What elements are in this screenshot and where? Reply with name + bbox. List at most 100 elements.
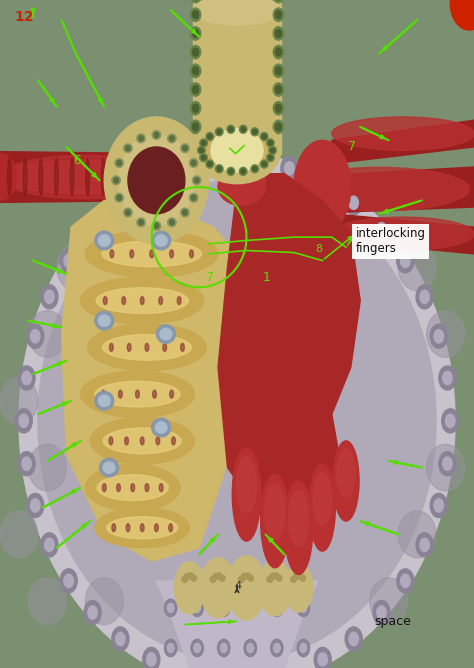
Ellipse shape xyxy=(215,165,223,173)
Ellipse shape xyxy=(201,155,206,160)
Ellipse shape xyxy=(112,524,116,532)
Ellipse shape xyxy=(218,169,265,206)
Ellipse shape xyxy=(128,147,185,214)
Ellipse shape xyxy=(137,218,145,226)
Ellipse shape xyxy=(38,180,436,661)
Ellipse shape xyxy=(172,437,175,445)
Ellipse shape xyxy=(95,391,114,410)
Ellipse shape xyxy=(168,218,176,226)
Ellipse shape xyxy=(70,159,74,196)
Circle shape xyxy=(273,603,280,613)
Ellipse shape xyxy=(273,64,283,77)
Ellipse shape xyxy=(241,169,246,174)
Circle shape xyxy=(443,457,452,470)
Ellipse shape xyxy=(241,573,247,579)
Ellipse shape xyxy=(251,165,258,173)
Ellipse shape xyxy=(204,132,270,169)
Ellipse shape xyxy=(99,395,110,406)
Ellipse shape xyxy=(193,117,281,184)
Circle shape xyxy=(45,290,54,303)
Ellipse shape xyxy=(0,156,171,199)
Circle shape xyxy=(143,170,160,194)
Ellipse shape xyxy=(112,176,120,185)
Ellipse shape xyxy=(289,168,469,211)
Ellipse shape xyxy=(95,381,180,407)
Circle shape xyxy=(349,632,358,645)
Ellipse shape xyxy=(101,159,105,196)
Ellipse shape xyxy=(266,139,274,147)
Polygon shape xyxy=(218,160,265,187)
Ellipse shape xyxy=(239,125,247,133)
Ellipse shape xyxy=(273,8,283,21)
Ellipse shape xyxy=(97,475,168,500)
Ellipse shape xyxy=(262,134,266,139)
Circle shape xyxy=(41,533,58,557)
Ellipse shape xyxy=(85,230,218,277)
Circle shape xyxy=(373,217,390,241)
Ellipse shape xyxy=(103,297,107,305)
Ellipse shape xyxy=(181,343,184,351)
Circle shape xyxy=(84,217,101,241)
Ellipse shape xyxy=(190,0,201,3)
Ellipse shape xyxy=(208,162,212,166)
Ellipse shape xyxy=(239,168,247,176)
Ellipse shape xyxy=(0,160,171,194)
Ellipse shape xyxy=(99,315,110,327)
Ellipse shape xyxy=(125,437,128,445)
Ellipse shape xyxy=(131,484,135,492)
Ellipse shape xyxy=(110,250,114,258)
Ellipse shape xyxy=(102,335,191,360)
Ellipse shape xyxy=(182,576,187,582)
Ellipse shape xyxy=(103,462,115,474)
Ellipse shape xyxy=(117,159,121,196)
Ellipse shape xyxy=(267,576,273,582)
Ellipse shape xyxy=(163,343,166,351)
Circle shape xyxy=(271,639,283,657)
Ellipse shape xyxy=(273,120,283,134)
Ellipse shape xyxy=(39,159,43,196)
Ellipse shape xyxy=(19,154,455,668)
Ellipse shape xyxy=(238,576,244,582)
Ellipse shape xyxy=(170,250,173,258)
Ellipse shape xyxy=(241,127,246,132)
Circle shape xyxy=(27,494,44,518)
Circle shape xyxy=(19,414,28,428)
Ellipse shape xyxy=(265,484,285,540)
Circle shape xyxy=(434,499,444,512)
Circle shape xyxy=(112,627,129,651)
Ellipse shape xyxy=(190,158,198,167)
Ellipse shape xyxy=(192,104,199,112)
Circle shape xyxy=(434,329,444,343)
Ellipse shape xyxy=(275,86,282,94)
Ellipse shape xyxy=(126,524,130,532)
Text: 4: 4 xyxy=(235,581,242,591)
Ellipse shape xyxy=(273,573,279,579)
Circle shape xyxy=(60,569,77,593)
Ellipse shape xyxy=(154,223,159,228)
Circle shape xyxy=(318,653,328,666)
Ellipse shape xyxy=(309,464,336,551)
Ellipse shape xyxy=(118,390,122,398)
Circle shape xyxy=(442,409,459,433)
Ellipse shape xyxy=(104,117,209,244)
Ellipse shape xyxy=(182,146,187,151)
Circle shape xyxy=(300,643,307,653)
Circle shape xyxy=(146,653,156,666)
Ellipse shape xyxy=(138,136,143,141)
Ellipse shape xyxy=(200,558,236,618)
Ellipse shape xyxy=(192,48,199,56)
Ellipse shape xyxy=(95,508,190,548)
Ellipse shape xyxy=(95,231,114,250)
Circle shape xyxy=(22,371,31,385)
Ellipse shape xyxy=(206,132,214,140)
Circle shape xyxy=(45,538,54,552)
Ellipse shape xyxy=(8,159,11,196)
Circle shape xyxy=(18,452,35,476)
Ellipse shape xyxy=(122,297,126,305)
Ellipse shape xyxy=(227,168,235,176)
Ellipse shape xyxy=(268,141,273,146)
Ellipse shape xyxy=(297,573,302,579)
Ellipse shape xyxy=(28,578,66,625)
Ellipse shape xyxy=(332,217,474,250)
Ellipse shape xyxy=(199,148,203,153)
